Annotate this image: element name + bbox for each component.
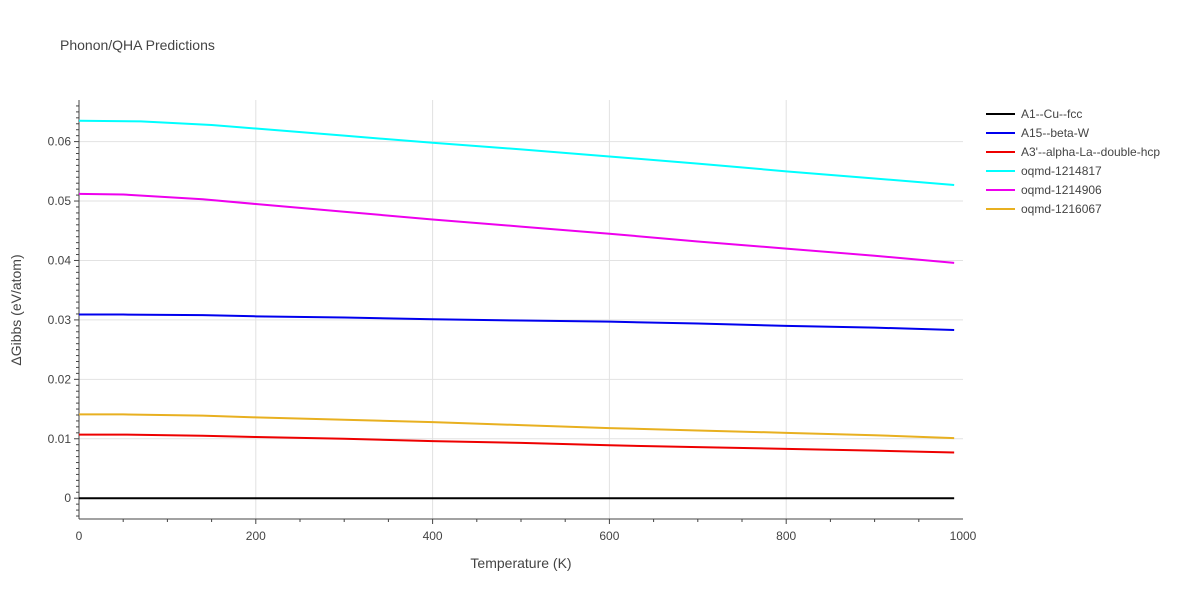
x-tick-label: 400 (423, 529, 443, 543)
legend-item[interactable]: A1--Cu--fcc (986, 107, 1082, 121)
axes: 0 200 400 600 800 1000 0 0.01 0.02 0.03 0.04 0.05 0.… (48, 100, 977, 543)
x-tick-label: 1000 (950, 529, 977, 543)
legend-label: oqmd-1216067 (1021, 202, 1102, 216)
grid (79, 100, 963, 519)
y-tick-label: 0 (64, 491, 71, 505)
x-tick-label: 600 (599, 529, 619, 543)
y-axis-label: ΔGibbs (eV/atom) (8, 254, 24, 365)
x-tick-label: 0 (76, 529, 83, 543)
legend-item[interactable]: oqmd-1216067 (986, 202, 1102, 216)
plot-area (78, 119, 955, 500)
series-line-6 (79, 413, 955, 440)
legend-label: oqmd-1214817 (1021, 164, 1102, 178)
x-tick-label: 200 (246, 529, 266, 543)
series-line-4 (78, 119, 955, 186)
y-tick-label: 0.01 (48, 432, 72, 446)
y-tick-label: 0.06 (48, 135, 72, 149)
x-tick-label: 800 (776, 529, 796, 543)
legend-item[interactable]: A3'--alpha-La--double-hcp (986, 145, 1160, 159)
series-line-3 (79, 433, 955, 454)
x-axis-label: Temperature (K) (470, 555, 571, 571)
legend-item[interactable]: oqmd-1214906 (986, 183, 1102, 197)
series-line-2 (79, 313, 955, 331)
y-tick-label: 0.02 (48, 372, 72, 386)
legend-label: A15--beta-W (1021, 126, 1090, 140)
chart-title: Phonon/QHA Predictions (60, 37, 215, 53)
y-tick-label: 0.04 (48, 253, 72, 267)
legend[interactable]: A1--Cu--fcc A15--beta-W A3'--alpha-La--dou… (986, 107, 1160, 216)
legend-item[interactable]: oqmd-1214817 (986, 164, 1102, 178)
legend-label: A1--Cu--fcc (1021, 107, 1082, 121)
legend-item[interactable]: A15--beta-W (986, 126, 1090, 140)
y-tick-label: 0.05 (48, 194, 72, 208)
legend-label: A3'--alpha-La--double-hcp (1021, 145, 1160, 159)
y-tick-label: 0.03 (48, 313, 72, 327)
series-line-5 (78, 192, 955, 264)
legend-label: oqmd-1214906 (1021, 183, 1102, 197)
